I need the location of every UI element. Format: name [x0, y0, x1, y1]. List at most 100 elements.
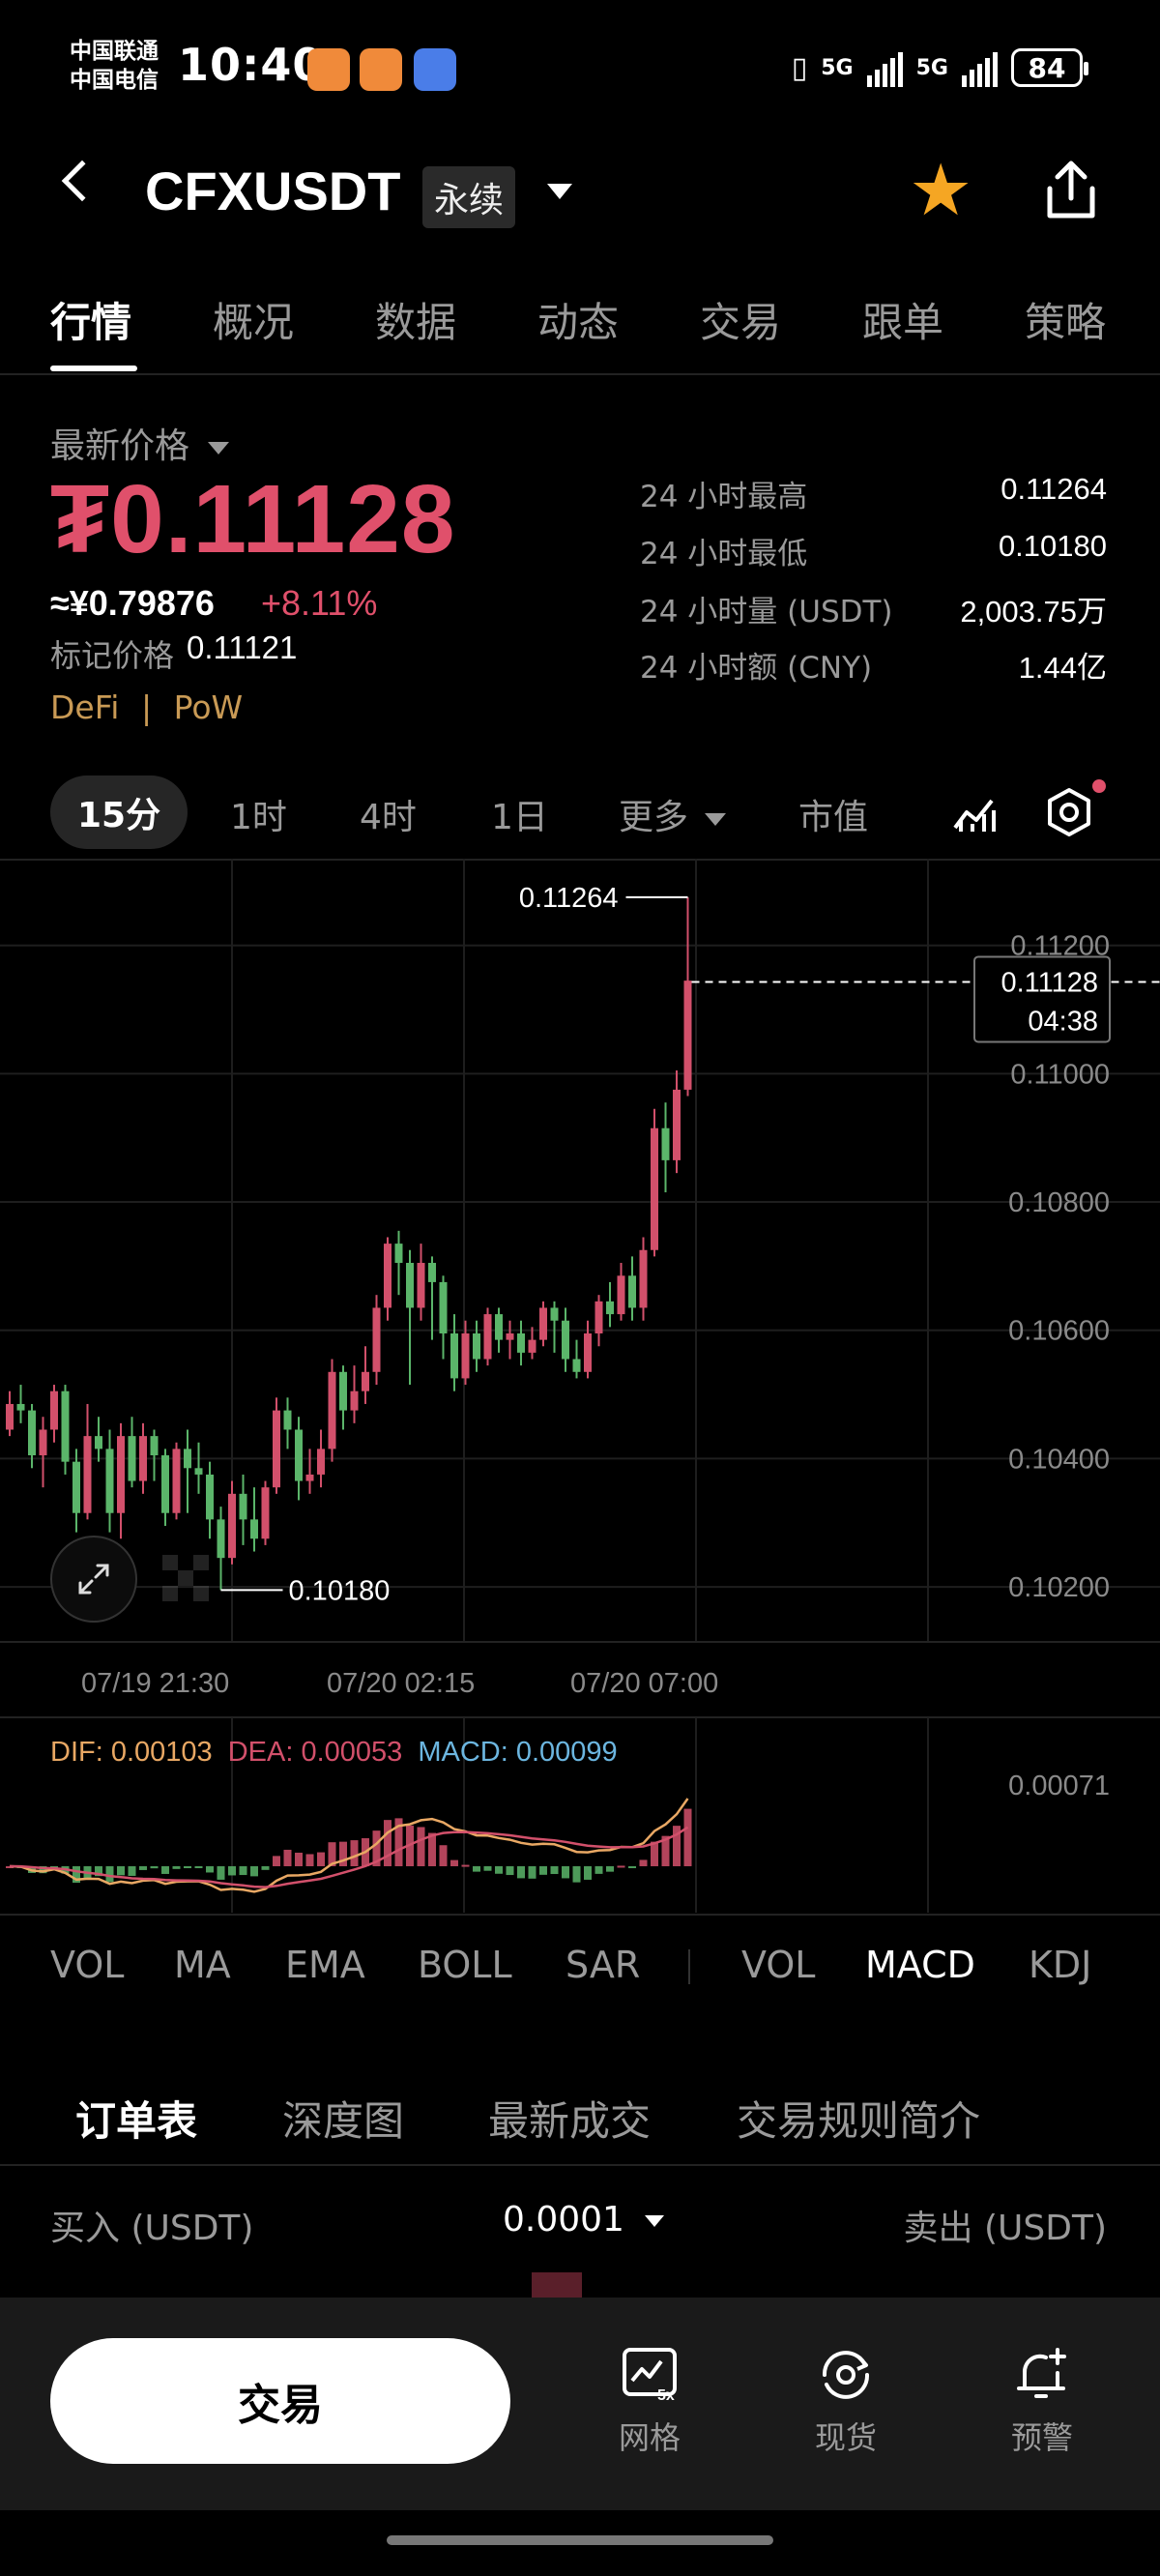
candle-body — [417, 1263, 425, 1308]
macd-bar — [617, 1865, 625, 1868]
stat-label-high: 24 小时最高 — [640, 480, 808, 514]
macd-bar — [572, 1866, 581, 1883]
interval-1h[interactable]: 1时 — [230, 798, 287, 837]
pair-dropdown-icon[interactable] — [547, 184, 572, 199]
tab-market[interactable]: 行情 — [50, 299, 132, 346]
macd-bar — [651, 1841, 658, 1866]
macd-bar — [350, 1840, 359, 1866]
candle-body — [16, 1403, 25, 1411]
candle-body — [517, 1332, 525, 1353]
macd-bar — [128, 1866, 136, 1876]
tab-order-book[interactable]: 订单表 — [75, 2097, 198, 2145]
tab-recent-trades[interactable]: 最新成交 — [488, 2097, 652, 2145]
share-icon[interactable] — [1044, 160, 1098, 221]
macd-y-tick: 0.00071 — [1008, 1771, 1110, 1801]
interval-4h[interactable]: 4时 — [360, 798, 417, 837]
indicator-icon[interactable] — [951, 789, 998, 835]
macd-panel: 0.00071 — [6, 1771, 1110, 1893]
indicator-boll[interactable]: BOLL — [418, 1944, 512, 1986]
candle-body — [339, 1371, 347, 1411]
tag-pow[interactable]: PoW — [173, 688, 244, 726]
indicator-ema[interactable]: EMA — [285, 1944, 365, 1986]
candles-group — [6, 896, 692, 1591]
favorite-star-icon[interactable]: ★ — [909, 149, 973, 232]
macd-bar — [250, 1866, 258, 1877]
candle-body — [406, 1263, 414, 1308]
chart-overlays: 0.11264 0.10180 0.11128 04:38 — [220, 883, 1160, 1606]
back-icon[interactable] — [61, 160, 103, 202]
candle-body — [661, 1127, 670, 1160]
interval-market-cap[interactable]: 市值 — [798, 798, 869, 837]
candle-body — [261, 1487, 270, 1539]
indicator-vol-main[interactable]: VOL — [50, 1944, 125, 1986]
precision-value: 0.0001 — [503, 2200, 624, 2239]
tab-strategy[interactable]: 策略 — [1025, 299, 1107, 346]
indicator-macd[interactable]: MACD — [865, 1944, 975, 1986]
interval-more[interactable]: 更多 — [619, 789, 727, 839]
candle-body — [461, 1332, 470, 1379]
candle-body — [628, 1275, 636, 1308]
interval-15m[interactable]: 15分 — [50, 776, 188, 849]
macd-bar — [206, 1866, 214, 1873]
latest-price-label[interactable]: 最新价格 — [50, 418, 230, 468]
tab-data[interactable]: 数据 — [375, 299, 457, 346]
macd-bar — [194, 1866, 203, 1868]
tab-feed[interactable]: 动态 — [537, 299, 620, 346]
signal-icon — [866, 48, 903, 87]
order-buy-header: 买入 (USDT) — [50, 2209, 254, 2248]
macd-bar — [105, 1866, 114, 1883]
nav-grid[interactable]: 5x 网格 — [582, 2344, 717, 2458]
indicator-ma[interactable]: MA — [174, 1944, 231, 1986]
indicator-sar[interactable]: SAR — [566, 1944, 641, 1986]
candle-body — [83, 1436, 92, 1513]
macd-bar — [528, 1866, 536, 1879]
nav-spot[interactable]: 现货 — [778, 2344, 914, 2458]
low-marker-label: 0.10180 — [289, 1575, 391, 1606]
tab-overview[interactable]: 概况 — [213, 299, 295, 346]
candle-body — [506, 1332, 514, 1340]
candle-body — [572, 1359, 581, 1372]
tab-copy-trading[interactable]: 跟单 — [862, 299, 944, 346]
macd-bar — [239, 1866, 247, 1876]
macd-bar — [639, 1859, 648, 1866]
chart-settings-icon[interactable] — [1044, 787, 1094, 837]
macd-bar — [673, 1826, 681, 1866]
macd-bar — [217, 1866, 225, 1880]
x-axis-ticks: 07/19 21:30 07/20 02:15 07/20 07:00 — [81, 1668, 718, 1699]
nav-grid-label: 网格 — [618, 2419, 681, 2456]
indicator-vol-sub[interactable]: VOL — [741, 1944, 816, 1986]
precision-selector[interactable]: 0.0001 — [503, 2200, 665, 2239]
macd-bar — [394, 1818, 403, 1866]
candle-body — [394, 1244, 403, 1264]
candle-body — [372, 1307, 381, 1372]
candle-body — [172, 1449, 181, 1513]
alert-bell-icon — [1017, 2348, 1066, 2398]
macd-bar — [439, 1845, 448, 1866]
nav-alert[interactable]: 预警 — [974, 2344, 1110, 2458]
candlestick-chart[interactable]: 0.112000.110000.108000.106000.104000.102… — [0, 859, 1160, 1922]
stat-value-high: 0.11264 — [1000, 472, 1107, 506]
indicator-kdj[interactable]: KDJ — [1029, 1944, 1092, 1986]
fullscreen-button[interactable] — [50, 1536, 137, 1623]
candle-body — [61, 1390, 70, 1462]
candle-body — [50, 1390, 58, 1430]
macd-bar — [461, 1864, 470, 1867]
macd-bar — [473, 1866, 480, 1872]
contract-type-badge: 永续 — [422, 166, 516, 228]
candle-body — [161, 1455, 169, 1513]
divider — [0, 2164, 1160, 2166]
candle-body — [150, 1436, 159, 1456]
countdown-label: 04:38 — [1028, 1006, 1098, 1037]
pair-title[interactable]: CFXUSDT — [145, 161, 401, 221]
interval-1d[interactable]: 1日 — [491, 798, 548, 837]
tab-trading-rules[interactable]: 交易规则简介 — [737, 2097, 981, 2145]
macd-dea: DEA: 0.00053 — [227, 1737, 403, 1768]
candle-body — [594, 1301, 603, 1333]
tab-depth-chart[interactable]: 深度图 — [282, 2097, 405, 2145]
tab-trade[interactable]: 交易 — [700, 299, 782, 346]
carrier-2: 中国电信 — [70, 68, 159, 93]
tag-defi[interactable]: DeFi — [50, 688, 120, 726]
signal-icon — [962, 48, 998, 87]
trade-button[interactable]: 交易 — [50, 2338, 510, 2464]
macd-bar — [372, 1830, 381, 1866]
